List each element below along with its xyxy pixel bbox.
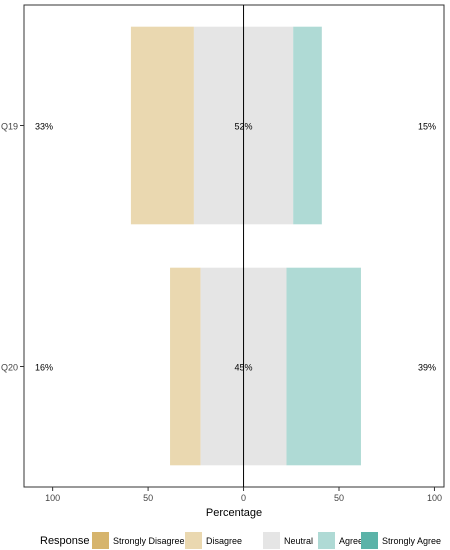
x-tick-label: 0 bbox=[241, 493, 246, 503]
legend-label: Strongly Disagree bbox=[113, 536, 185, 546]
legend-label: Strongly Agree bbox=[382, 536, 441, 546]
data-label-center: 45% bbox=[235, 363, 253, 373]
legend-label: Neutral bbox=[284, 536, 313, 546]
x-tick-label: 100 bbox=[45, 493, 60, 503]
bar-q20-agree bbox=[286, 267, 361, 466]
legend-swatch-disagree bbox=[185, 532, 202, 549]
x-axis-title: Percentage bbox=[206, 507, 262, 519]
x-tick-label: 100 bbox=[427, 493, 442, 503]
y-axis: Q19 Q20 bbox=[1, 122, 24, 373]
legend-label: Agree bbox=[339, 536, 363, 546]
bar-q20-disagree bbox=[170, 267, 201, 466]
data-label-right: 15% bbox=[418, 122, 436, 132]
bar-q19-agree bbox=[293, 26, 322, 225]
legend-swatch-strongly-agree bbox=[361, 532, 378, 549]
x-axis: 100 50 0 50 100 bbox=[45, 487, 442, 503]
data-label-center: 52% bbox=[235, 122, 253, 132]
legend-title: Response bbox=[40, 535, 90, 547]
legend-swatch-strongly-disagree bbox=[92, 532, 109, 549]
plot-frame bbox=[23, 4, 445, 488]
x-tick-label: 50 bbox=[334, 493, 344, 503]
data-label-left: 33% bbox=[35, 122, 53, 132]
x-tick-label: 50 bbox=[143, 493, 153, 503]
legend: Response Strongly Disagree Disagree Neutra… bbox=[40, 532, 441, 549]
legend-swatch-neutral bbox=[263, 532, 280, 549]
bar-q19-disagree bbox=[130, 26, 194, 225]
bar-layer bbox=[130, 26, 361, 466]
data-label-layer: 33% 52% 15% 16% 45% 39% bbox=[35, 122, 436, 373]
y-tick-label: Q20 bbox=[1, 363, 18, 373]
legend-label: Disagree bbox=[206, 536, 242, 546]
y-tick-label: Q19 bbox=[1, 122, 18, 132]
data-label-left: 16% bbox=[35, 363, 53, 373]
data-label-right: 39% bbox=[418, 363, 436, 373]
legend-swatch-agree bbox=[318, 532, 335, 549]
